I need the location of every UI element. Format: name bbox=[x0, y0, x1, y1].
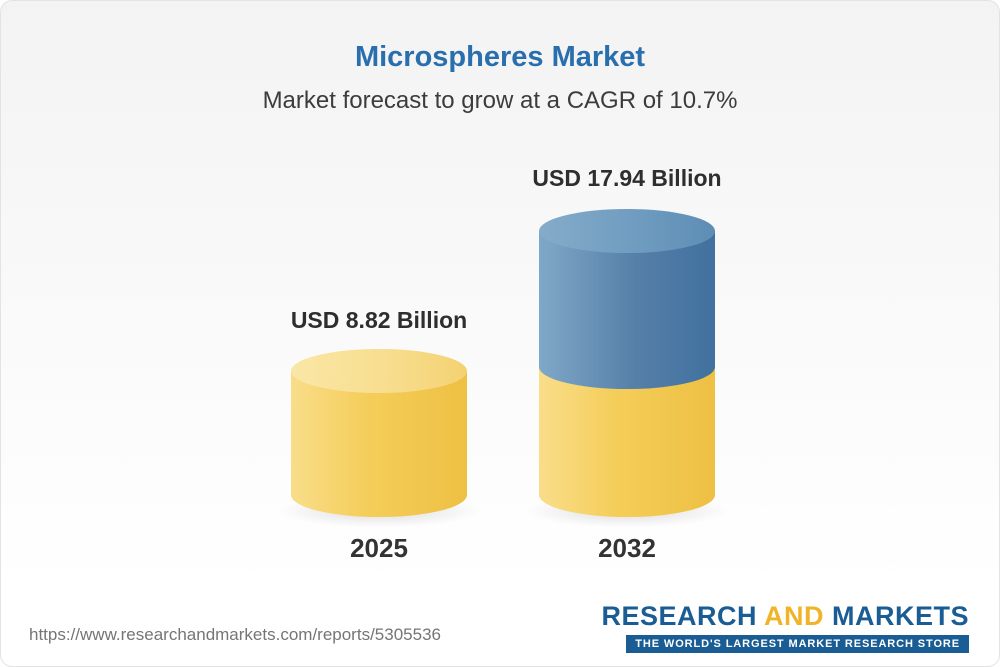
logo-word-and: AND bbox=[763, 601, 824, 631]
research-and-markets-logo: RESEARCH AND MARKETS THE WORLD'S LARGEST… bbox=[601, 601, 969, 653]
bar-2025-body bbox=[291, 371, 467, 517]
x-axis-label-2032: 2032 bbox=[598, 533, 656, 563]
logo-word-markets: MARKETS bbox=[832, 601, 969, 631]
chart-title: Microspheres Market bbox=[354, 41, 646, 73]
logo-word-research: RESEARCH bbox=[601, 601, 757, 631]
bar-2025-cylinder bbox=[269, 349, 489, 529]
value-label-2032: USD 17.94 Billion bbox=[532, 165, 722, 191]
report-url: https://www.researchandmarkets.com/repor… bbox=[29, 625, 441, 644]
bar-2032-cylinder bbox=[517, 209, 737, 529]
bar-2025-cap bbox=[291, 349, 467, 393]
chart-subtitle: Market forecast to grow at a CAGR of 10.… bbox=[262, 87, 738, 114]
bar-2032-top-segment bbox=[539, 231, 715, 389]
logo-wordmark: RESEARCH AND MARKETS bbox=[601, 601, 969, 632]
bar-2032-cap bbox=[539, 209, 715, 253]
logo-tagline: THE WORLD'S LARGEST MARKET RESEARCH STOR… bbox=[626, 635, 969, 653]
value-label-2025: USD 8.82 Billion bbox=[290, 307, 468, 333]
x-axis-label-2025: 2025 bbox=[350, 533, 408, 563]
